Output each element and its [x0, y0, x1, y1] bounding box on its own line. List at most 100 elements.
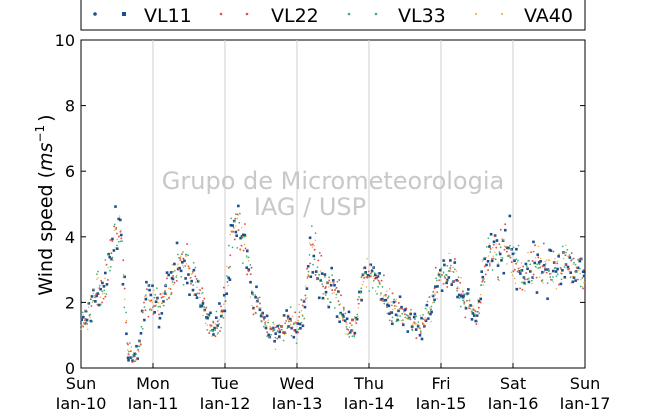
- watermark-line-2: IAG / USP: [254, 193, 366, 221]
- data-point: [287, 325, 290, 328]
- data-point: [388, 319, 391, 322]
- data-point: [219, 314, 223, 318]
- data-point: [462, 294, 465, 298]
- data-point: [346, 323, 348, 325]
- data-point: [251, 291, 254, 295]
- data-point: [294, 321, 297, 323]
- data-point: [118, 215, 121, 217]
- data-point: [132, 360, 135, 363]
- data-point: [559, 272, 562, 274]
- data-point: [185, 281, 189, 285]
- data-point: [520, 262, 523, 264]
- data-point: [301, 314, 303, 316]
- data-point: [406, 330, 410, 333]
- data-point: [114, 205, 117, 208]
- data-point: [513, 259, 516, 262]
- data-point: [481, 280, 484, 283]
- data-point: [308, 236, 312, 240]
- data-point: [298, 315, 301, 318]
- data-point: [187, 273, 190, 276]
- data-point: [254, 295, 257, 299]
- data-point: [223, 309, 227, 313]
- data-point: [93, 294, 96, 297]
- data-point: [138, 340, 141, 343]
- data-point: [126, 356, 130, 360]
- data-point: [409, 311, 412, 314]
- data-point: [444, 258, 446, 261]
- data-point: [431, 294, 434, 297]
- data-point: [172, 275, 174, 277]
- data-point: [397, 302, 400, 304]
- data-point: [128, 350, 130, 353]
- data-point: [211, 335, 213, 337]
- data-point: [374, 290, 377, 293]
- data-point: [222, 316, 225, 319]
- data-point: [322, 292, 324, 295]
- data-point: [87, 328, 89, 331]
- data-point: [150, 309, 153, 311]
- data-point: [372, 279, 375, 282]
- y-axis-label: Wind speed (ms−1): [33, 114, 57, 295]
- data-point: [301, 304, 304, 307]
- data-point: [365, 273, 368, 276]
- data-point: [439, 276, 442, 278]
- data-point: [544, 260, 546, 263]
- legend-marker-va40-b: [501, 13, 503, 15]
- x-axis: SunJan-10MonJan-11TueJan-12WedJan-13ThuJ…: [55, 363, 610, 409]
- data-point: [227, 266, 230, 269]
- data-point: [323, 298, 326, 300]
- data-point: [298, 303, 300, 306]
- data-point: [475, 310, 477, 313]
- data-point: [340, 294, 342, 297]
- data-point: [393, 304, 396, 307]
- data-point: [437, 272, 440, 274]
- data-point: [168, 287, 170, 289]
- data-point: [214, 335, 217, 338]
- data-point: [499, 228, 502, 231]
- data-point: [163, 292, 167, 295]
- data-point: [503, 248, 506, 251]
- data-point: [379, 294, 382, 296]
- data-point: [386, 296, 389, 299]
- data-point: [245, 235, 247, 238]
- data-point: [358, 290, 361, 294]
- data-point: [460, 277, 462, 279]
- data-point: [549, 276, 552, 279]
- data-point: [467, 292, 470, 295]
- data-point: [570, 282, 572, 284]
- data-point: [383, 299, 386, 302]
- data-point: [221, 311, 224, 314]
- data-point: [111, 237, 114, 241]
- data-point: [152, 313, 155, 315]
- data-point: [501, 239, 503, 241]
- data-point: [365, 286, 368, 288]
- data-point: [218, 319, 220, 321]
- data-point: [102, 285, 106, 288]
- data-point: [229, 265, 231, 268]
- data-point: [561, 245, 564, 248]
- data-point: [451, 282, 454, 284]
- data-point: [127, 358, 130, 362]
- data-point: [576, 278, 579, 281]
- data-point: [312, 263, 314, 266]
- data-point: [568, 256, 572, 259]
- data-point: [237, 204, 240, 208]
- data-point: [541, 270, 544, 274]
- data-point: [337, 300, 340, 303]
- y-axis-label-exp: −1: [33, 125, 47, 143]
- data-point: [401, 312, 404, 315]
- data-point: [91, 301, 93, 304]
- data-point: [517, 270, 521, 273]
- data-point: [477, 302, 480, 304]
- data-point: [209, 311, 212, 315]
- data-point: [493, 235, 496, 238]
- data-point: [318, 251, 321, 254]
- data-point: [555, 288, 558, 290]
- data-point: [449, 267, 452, 269]
- data-point: [84, 309, 88, 313]
- data-point: [258, 308, 262, 312]
- data-point: [80, 318, 84, 322]
- data-point: [492, 257, 495, 260]
- x-tick-label-date: Jan-16: [487, 394, 539, 409]
- data-point: [199, 305, 202, 308]
